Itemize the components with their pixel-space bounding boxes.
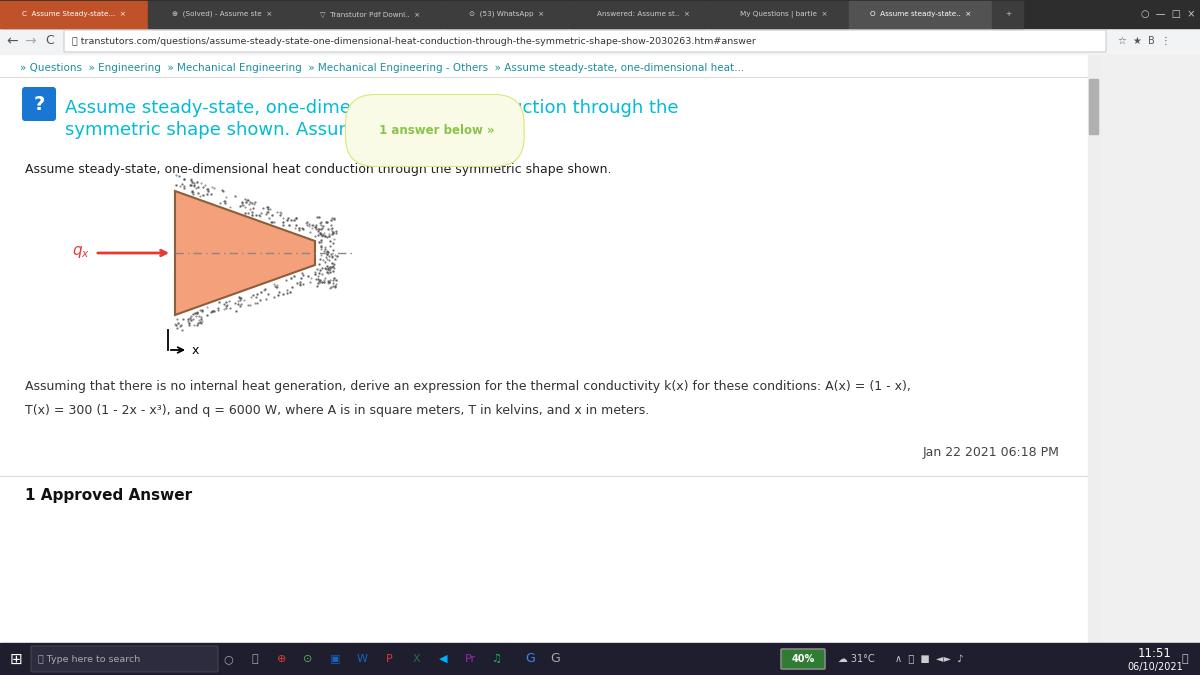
Text: x: x	[192, 344, 199, 356]
FancyBboxPatch shape	[64, 30, 1106, 52]
Text: C: C	[46, 34, 54, 47]
Text: ⊕: ⊕	[277, 654, 287, 664]
Text: symmetric shape shown. Assuming...: symmetric shape shown. Assuming...	[65, 121, 401, 139]
Bar	[850, 1, 991, 28]
Text: G: G	[550, 653, 560, 666]
Text: ▽  Transtutor Pdf Downl..  ×: ▽ Transtutor Pdf Downl.. ×	[320, 11, 420, 17]
Polygon shape	[175, 191, 314, 315]
Bar	[296, 1, 443, 28]
Text: ☁ 31°C: ☁ 31°C	[838, 654, 875, 664]
Bar	[0, 0, 1200, 28]
Text: ☆  ★  B  ⋮: ☆ ★ B ⋮	[1118, 36, 1171, 46]
Text: ?: ?	[34, 95, 44, 113]
Text: Jan 22 2021 06:18 PM: Jan 22 2021 06:18 PM	[923, 446, 1060, 459]
FancyBboxPatch shape	[781, 649, 826, 669]
Text: $q_x$: $q_x$	[72, 244, 90, 260]
Text: 40%: 40%	[791, 654, 815, 664]
Text: 1 answer below »: 1 answer below »	[374, 124, 494, 137]
Text: Assuming that there is no internal heat generation, derive an expression for the: Assuming that there is no internal heat …	[25, 380, 911, 393]
Text: » Questions  » Engineering  » Mechanical Engineering  » Mechanical Engineering -: » Questions » Engineering » Mechanical E…	[20, 63, 744, 73]
Bar	[992, 1, 1022, 28]
Text: ⊕  (Solved) - Assume ste  ×: ⊕ (Solved) - Assume ste ×	[172, 11, 272, 18]
Bar	[444, 1, 568, 28]
Bar	[1090, 79, 1098, 134]
Text: 🔒 transtutors.com/questions/assume-steady-state-one-dimensional-heat-conduction-: 🔒 transtutors.com/questions/assume-stead…	[72, 36, 756, 45]
Bar	[148, 1, 295, 28]
Text: ⊙  (53) WhatsApp  ×: ⊙ (53) WhatsApp ×	[469, 11, 544, 18]
Text: +: +	[1004, 11, 1012, 17]
Bar	[709, 1, 848, 28]
Text: X: X	[412, 654, 420, 664]
Text: Answered: Assume st..  ×: Answered: Assume st.. ×	[588, 11, 690, 17]
Text: C  Assume Steady-state...  ×: C Assume Steady-state... ×	[22, 11, 126, 17]
Text: G: G	[526, 653, 535, 666]
Text: 06/10/2021: 06/10/2021	[1127, 662, 1183, 672]
Text: 1 Approved Answer: 1 Approved Answer	[25, 488, 192, 503]
Bar	[0, 1, 148, 28]
Bar	[569, 1, 708, 28]
FancyBboxPatch shape	[31, 646, 218, 672]
Text: ⊙: ⊙	[304, 654, 313, 664]
Text: P: P	[385, 654, 392, 664]
Text: My Questions | bartle  ×: My Questions | bartle ×	[731, 11, 827, 18]
Text: Assume steady-state, one-dimensional heat conduction through the: Assume steady-state, one-dimensional hea…	[65, 99, 678, 117]
FancyBboxPatch shape	[22, 87, 56, 121]
Text: Assume steady-state, one-dimensional heat conduction through the symmetric shape: Assume steady-state, one-dimensional hea…	[25, 163, 612, 176]
Bar	[0, 28, 1200, 54]
Text: ◀: ◀	[439, 654, 448, 664]
Text: Pr: Pr	[464, 654, 475, 664]
Text: ○: ○	[223, 654, 233, 664]
Text: ⧧: ⧧	[1182, 654, 1188, 664]
Text: 🔍 Type here to search: 🔍 Type here to search	[38, 655, 140, 664]
Text: →: →	[24, 34, 36, 48]
Text: ⧁: ⧁	[252, 654, 258, 664]
Text: ♫: ♫	[492, 654, 502, 664]
Text: ←: ←	[6, 34, 18, 48]
Text: ∧  ⧁  ■  ◄►  ♪: ∧ ⧁ ■ ◄► ♪	[895, 654, 964, 664]
Text: ○  —  □  ×: ○ — □ ×	[1141, 9, 1195, 19]
Text: ▣: ▣	[330, 654, 341, 664]
Text: T(x) = 300 (1 - 2x - x³), and q = 6000 W, where A is in square meters, T in kelv: T(x) = 300 (1 - 2x - x³), and q = 6000 W…	[25, 404, 649, 417]
Text: O  Assume steady-state..  ×: O Assume steady-state.. ×	[870, 11, 971, 17]
Text: W: W	[356, 654, 367, 664]
Bar	[0, 643, 1200, 675]
Text: 11:51: 11:51	[1138, 647, 1172, 659]
Text: ⊞: ⊞	[10, 651, 23, 666]
Bar	[1088, 54, 1100, 675]
